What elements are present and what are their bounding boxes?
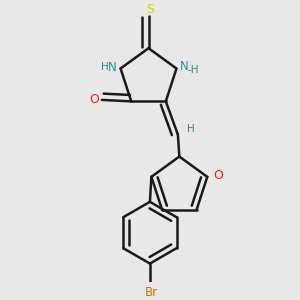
Text: H: H xyxy=(187,124,195,134)
Text: S: S xyxy=(146,3,154,16)
Text: H: H xyxy=(100,62,108,72)
Text: -H: -H xyxy=(188,65,199,75)
Text: Br: Br xyxy=(145,286,158,299)
Text: O: O xyxy=(90,93,100,106)
Text: N: N xyxy=(179,60,188,73)
Text: N: N xyxy=(108,61,117,74)
Text: O: O xyxy=(214,169,224,182)
